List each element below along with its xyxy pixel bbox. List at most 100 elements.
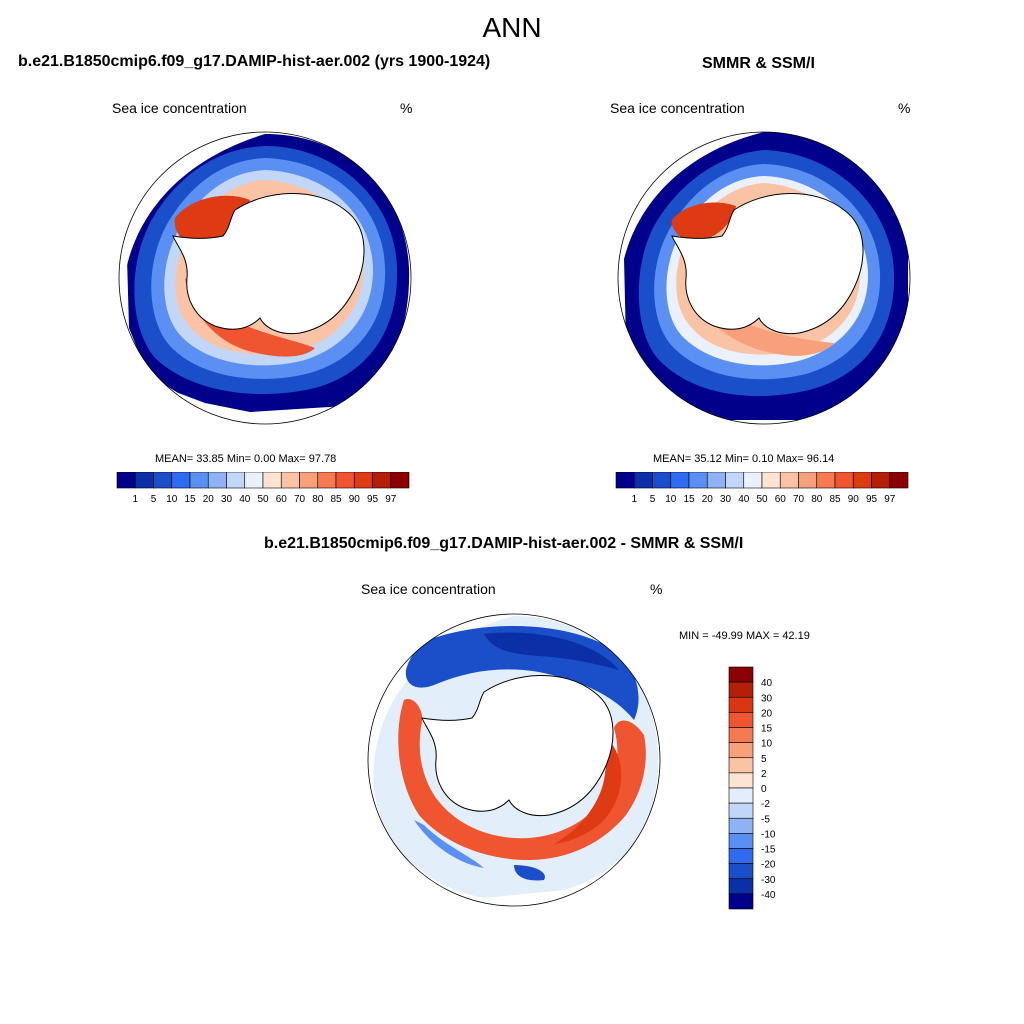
- colorbar-obs-swatch: [706, 472, 726, 489]
- colorbar-obs-tick-label: 95: [866, 494, 878, 505]
- colorbar-model-swatch: [189, 472, 209, 489]
- colorbar-diff-swatch: [728, 727, 754, 743]
- colorbar-diff-swatch: [728, 833, 754, 849]
- colorbar-model-tick-label: 40: [239, 494, 251, 505]
- variable-label-model: Sea ice concentration: [112, 100, 247, 116]
- colorbar-model-swatch: [226, 472, 246, 489]
- colorbar-diff-swatch: [728, 712, 754, 728]
- panel-title-obs: SMMR & SSM/I: [702, 55, 815, 72]
- colorbar-diff-tick-label: 5: [761, 754, 767, 765]
- colorbar-diff-tick-label: -30: [761, 875, 776, 886]
- panel-title-model: b.e21.B1850cmip6.f09_g17.DAMIP-hist-aer.…: [18, 53, 491, 70]
- colorbar-model-swatch: [317, 472, 337, 489]
- colorbar-diff-tick-label: -10: [761, 829, 776, 840]
- variable-label-obs: Sea ice concentration: [610, 100, 745, 116]
- stats-model: MEAN= 33.85 Min= 0.00 Max= 97.78: [155, 453, 337, 465]
- colorbar-diff-swatch: [728, 802, 754, 819]
- figure-title: ANN: [482, 12, 542, 43]
- colorbar-obs-swatch: [633, 472, 653, 489]
- colorbar-diff-tick-label: -15: [761, 845, 776, 856]
- colorbar-model-swatch: [171, 472, 191, 489]
- colorbar-diff-swatch: [728, 666, 754, 683]
- colorbar-model-swatch: [390, 472, 410, 489]
- colorbar-diff-swatch: [728, 757, 754, 774]
- colorbar-diff-tick-label: -2: [761, 799, 770, 810]
- colorbar-model-tick-label: 10: [166, 494, 178, 505]
- colorbar-diff-swatch: [728, 878, 754, 895]
- colorbar-model-tick-label: 20: [203, 494, 215, 505]
- colorbar-obs-tick-label: 1: [631, 494, 637, 505]
- colorbar-obs-swatch: [779, 472, 799, 489]
- colorbar-obs-swatch: [889, 472, 909, 489]
- colorbar-model-tick-label: 90: [349, 494, 361, 505]
- colorbar-obs-swatch: [816, 472, 836, 489]
- colorbar-obs-tick-label: 30: [720, 494, 732, 505]
- colorbar-diff-swatch: [728, 787, 754, 804]
- colorbar-diff-tick-label: -20: [761, 860, 776, 871]
- colorbar-obs-tick-label: 5: [650, 494, 656, 505]
- colorbar-obs-swatch: [615, 472, 635, 489]
- colorbar-model-swatch: [207, 472, 227, 489]
- colorbar-obs-swatch: [688, 472, 708, 489]
- colorbar-obs-tick-label: 10: [665, 494, 677, 505]
- colorbar-model-tick-label: 15: [184, 494, 196, 505]
- colorbar-obs-tick-label: 97: [884, 494, 896, 505]
- colorbar-obs-tick-label: 40: [738, 494, 750, 505]
- variable-label-diff: Sea ice concentration: [361, 581, 496, 597]
- colorbar-obs-swatch: [743, 472, 763, 489]
- colorbar-diff-swatch: [728, 848, 754, 864]
- colorbar-model-tick-label: 97: [385, 494, 397, 505]
- colorbar-model-tick-label: 60: [276, 494, 288, 505]
- colorbar-model-tick-label: 50: [257, 494, 269, 505]
- colorbar-model: 1 5 10 15 20 30 40 50 60 70 80 85 90 95 97: [116, 472, 410, 505]
- colorbar-obs-swatch: [852, 472, 872, 489]
- colorbar-model-tick-label: 80: [312, 494, 324, 505]
- colorbar-obs-tick-label: 85: [829, 494, 841, 505]
- colorbar-model-tick-label: 95: [367, 494, 379, 505]
- colorbar-diff-tick-label: -5: [761, 814, 770, 825]
- colorbar-obs-swatch: [670, 472, 690, 489]
- colorbar-diff-swatch: [728, 863, 754, 880]
- colorbar-obs-swatch: [652, 472, 672, 489]
- colorbar-diff-swatch: [728, 893, 754, 910]
- polar-map-diff: [367, 613, 661, 907]
- polar-map-model: [118, 131, 412, 425]
- colorbar-model-swatch: [372, 472, 392, 489]
- colorbar-model-tick-label: 1: [132, 494, 138, 505]
- colorbar-diff-swatch: [728, 696, 754, 713]
- colorbar-obs-tick-label: 50: [756, 494, 768, 505]
- units-label-obs: %: [898, 100, 911, 116]
- units-label-model: %: [400, 100, 413, 116]
- colorbar-model-swatch: [280, 472, 300, 489]
- colorbar-obs-swatch: [798, 472, 818, 489]
- colorbar-obs-swatch: [871, 472, 891, 489]
- stats-diff: MIN = -49.99 MAX = 42.19: [679, 630, 810, 642]
- colorbar-obs-swatch: [761, 472, 781, 489]
- colorbar-diff-swatch: [728, 742, 754, 759]
- colorbar-diff-tick-label: -40: [761, 890, 776, 901]
- polar-map-obs: [617, 131, 911, 425]
- colorbar-diff-tick-label: 0: [761, 784, 767, 795]
- stats-obs: MEAN= 35.12 Min= 0.10 Max= 96.14: [653, 453, 835, 465]
- colorbar-model-swatch: [262, 472, 282, 489]
- colorbar-diff-tick-label: 20: [761, 708, 773, 719]
- panel-title-diff: b.e21.B1850cmip6.f09_g17.DAMIP-hist-aer.…: [264, 535, 744, 552]
- colorbar-diff-tick-label: 30: [761, 693, 773, 704]
- colorbar-diff-tick-label: 40: [761, 678, 773, 689]
- colorbar-obs-tick-label: 15: [683, 494, 695, 505]
- colorbar-diff-tick-label: 2: [761, 769, 767, 780]
- colorbar-model-swatch: [153, 472, 173, 489]
- colorbar-obs-swatch: [834, 472, 854, 489]
- colorbar-model-swatch: [335, 472, 355, 489]
- colorbar-diff-tick-label: 10: [761, 739, 773, 750]
- colorbar-diff-tick-label: 15: [761, 724, 773, 735]
- colorbar-model-swatch: [299, 472, 319, 489]
- colorbar-model-swatch: [353, 472, 373, 489]
- colorbar-model-tick-label: 30: [221, 494, 233, 505]
- colorbar-obs: 1 5 10 15 20 30 40 50 60 70 80 85 90 95 97: [615, 472, 909, 505]
- colorbar-obs-tick-label: 80: [811, 494, 823, 505]
- colorbar-diff-swatch: [728, 681, 754, 698]
- colorbar-model-tick-label: 70: [294, 494, 306, 505]
- colorbar-obs-tick-label: 90: [848, 494, 860, 505]
